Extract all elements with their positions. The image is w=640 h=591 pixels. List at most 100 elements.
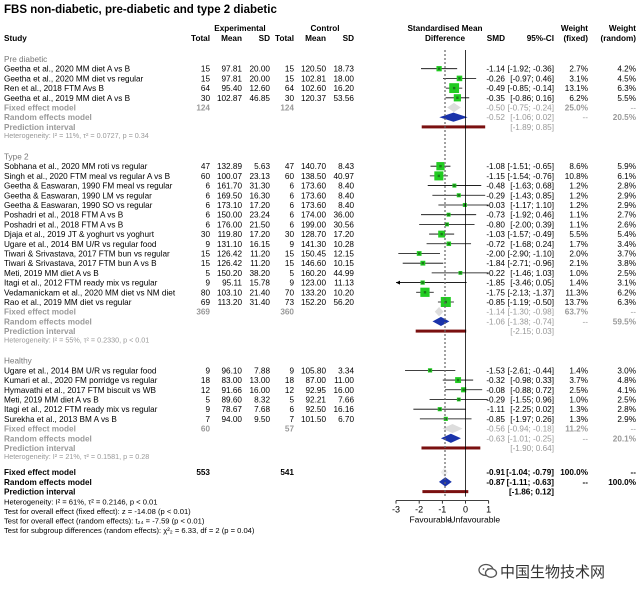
prediction-interval-bar [421,125,486,129]
header-ctrl-sd: SD [343,34,354,43]
effect-point [457,398,460,401]
study-name: Djaja et al., 2019 JT & yoghurt vs yoghu… [4,230,155,239]
fixed-weight-fixed: 25.0% [565,104,589,113]
ctrl-sd: 40.97 [334,172,355,181]
weight-fixed: 1.2% [569,182,588,191]
study-name: Tiwari & Srivastava, 2017 FTM bun A vs B [4,259,157,268]
ctrl-mean: 174.00 [301,211,326,220]
study-name: Vedamanickam et al., 2020 MM diet vs NM … [4,288,176,297]
weight-random: 3.8% [617,259,636,268]
smd-value: -0.29 [486,191,505,200]
weight-random: 2.6% [617,220,636,229]
overall-fixed-label: Fixed effect model [4,468,76,477]
ctrl-mean: 138.50 [301,172,326,181]
exp-total: 30 [201,94,211,103]
ci-value: [-0.85; -0.14] [508,84,554,93]
ctrl-sd: 11.00 [334,376,354,385]
ctrl-mean: 92.95 [306,386,327,395]
smd-value: -0.29 [486,395,505,404]
weight-fixed: 3.7% [569,376,588,385]
random-ci: [-1.38; -0.74] [508,317,554,326]
weight-fixed: 1.1% [569,220,588,229]
exp-sd: 16.15 [250,240,271,249]
effect-point [439,164,442,168]
weight-random: 3.4% [617,240,636,249]
ctrl-total: 15 [285,74,295,83]
exp-total: 9 [205,405,210,414]
exp-mean: 113.20 [218,298,243,307]
overall-random-ci: [-1.11; -0.63] [507,478,555,487]
ctrl-sd: 11.13 [334,279,354,288]
weight-random: 6.3% [617,84,636,93]
effect-point [445,223,449,226]
chart-title: FBS non-diabetic, pre-diabetic and type … [4,4,277,16]
exp-mean: 91.66 [222,386,243,395]
ctrl-mean: 146.60 [301,259,326,268]
smd-value: -1.85 [486,279,505,288]
prediction-interval-bar [415,329,467,333]
effect-point [423,291,427,294]
random-effects-label: Random effects model [4,434,92,443]
summary-diamond [434,306,444,317]
smd-value: -0.85 [486,298,505,307]
weight-random: 5.4% [617,230,636,239]
weight-fixed: 13.1% [565,84,588,93]
study-name: Itagi et al., 2012 FTM ready mix vs regu… [4,405,158,414]
ctrl-mean: 140.70 [301,162,326,171]
study-name: Poshadri et al., 2018 FTM A vs B [4,211,124,220]
ctrl-mean: 128.70 [301,230,326,239]
random-effects-label: Random effects model [4,317,92,326]
exp-sd: 9.50 [254,415,270,424]
weight-fixed: 11.3% [565,288,588,297]
ctrl-sd: 6.70 [338,415,354,424]
fixed-exp-total: 124 [196,104,210,113]
exp-total: 15 [201,65,211,74]
ci-value: [-0.86; 0.16] [510,94,554,103]
subgroup-label: Type 2 [4,152,29,161]
effect-point [458,77,461,80]
weight-random: 2.5% [617,269,636,278]
effect-point [438,407,441,411]
study-name: Geetha & Easwaran, 1990 FM meal vs regul… [4,182,173,191]
ci-value: [-1.17; 1.10] [510,201,554,210]
overall-fixed-weight: 100.0% [560,468,588,477]
weight-random: 4.2% [617,65,636,74]
prediction-interval-label: Prediction interval [4,123,75,132]
fixed-weight-random: -- [631,425,637,434]
ctrl-sd: 16.16 [334,405,355,414]
exp-mean: 78.67 [222,405,243,414]
header-study: Study [4,34,27,43]
exp-mean: 103.10 [217,288,242,297]
overall-random-weight-fixed: -- [583,478,589,487]
exp-mean: 96.10 [222,366,243,375]
effect-point [421,261,425,265]
ctrl-sd: 36.00 [334,211,355,220]
study-name: Itagi et al., 2012 FTM ready mix vs regu… [4,279,158,288]
ctrl-sd: 17.20 [334,230,355,239]
ctrl-mean: 105.80 [301,366,326,375]
weight-fixed: 10.8% [565,172,588,181]
effect-point [447,213,450,216]
fixed-effect-label: Fixed effect model [4,425,76,434]
effect-point [447,242,451,245]
exp-total: 6 [205,220,210,229]
ci-value: [-2.90; -1.10] [508,249,554,258]
effect-point [428,369,432,372]
exp-sd: 20.00 [250,65,271,74]
weight-random: 2.7% [617,211,636,220]
weight-random: 2.8% [617,182,636,191]
weight-random: 5.9% [617,162,636,171]
weight-fixed: 1.0% [569,269,588,278]
exp-sd: 7.88 [254,366,270,375]
ctrl-sd: 30.56 [334,220,355,229]
ci-arrow-left [396,280,400,285]
ctrl-sd: 3.34 [338,366,354,375]
summary-diamond [440,433,461,443]
wechat-icon [478,563,498,578]
exp-total: 15 [201,249,211,258]
footer-statistic: Test for overall effect (fixed effect): … [4,507,191,516]
prediction-ci: [-1.90; 0.64] [510,444,554,453]
header-exp-sd: SD [259,34,270,43]
ctrl-mean: 173.60 [301,182,326,191]
ctrl-mean: 173.60 [301,191,326,200]
